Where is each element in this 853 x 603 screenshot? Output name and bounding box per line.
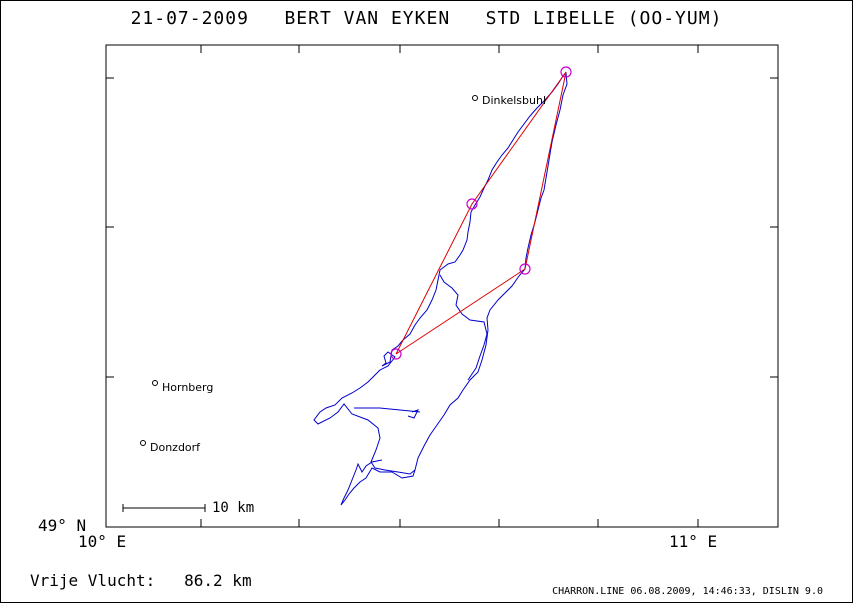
place-label: Hornberg: [162, 381, 213, 394]
task-route: [395, 71, 567, 355]
start-point: [390, 348, 402, 360]
place-dinkelsbuhl: Dinkelsbuhl: [472, 94, 546, 107]
distance-value: 86.2 km: [184, 571, 252, 590]
place-label: Dinkelsbuhl: [482, 94, 546, 107]
turnpoint-1: [560, 66, 572, 78]
scale-bar: [122, 504, 206, 512]
place-hornberg: Hornberg: [152, 380, 213, 394]
credit-line: CHARRON.LINE 06.08.2009, 14:46:33, DISLI…: [552, 586, 823, 597]
gps-track: [313, 71, 568, 475]
turnpoint-3: [519, 263, 531, 275]
plot-area: [105, 44, 779, 528]
y-axis-label: 49° N: [38, 516, 87, 535]
place-label: Donzdorf: [150, 441, 201, 454]
flight-title: 21-07-2009 BERT VAN EYKEN STD LIBELLE (O…: [130, 8, 723, 29]
gps-track-segment: [340, 274, 488, 506]
x-axis-label-left: 10° E: [78, 532, 127, 551]
x-axis-label-right: 11° E: [669, 532, 718, 551]
place-donzdorf: Donzdorf: [140, 440, 201, 454]
distance-readout: Vrije Vlucht: 86.2 km: [30, 571, 252, 590]
distance-label: Vrije Vlucht:: [30, 571, 156, 590]
turnpoint-2: [466, 198, 478, 210]
scale-bar-label: 10 km: [212, 500, 255, 516]
axis-ticks: [106, 45, 778, 527]
